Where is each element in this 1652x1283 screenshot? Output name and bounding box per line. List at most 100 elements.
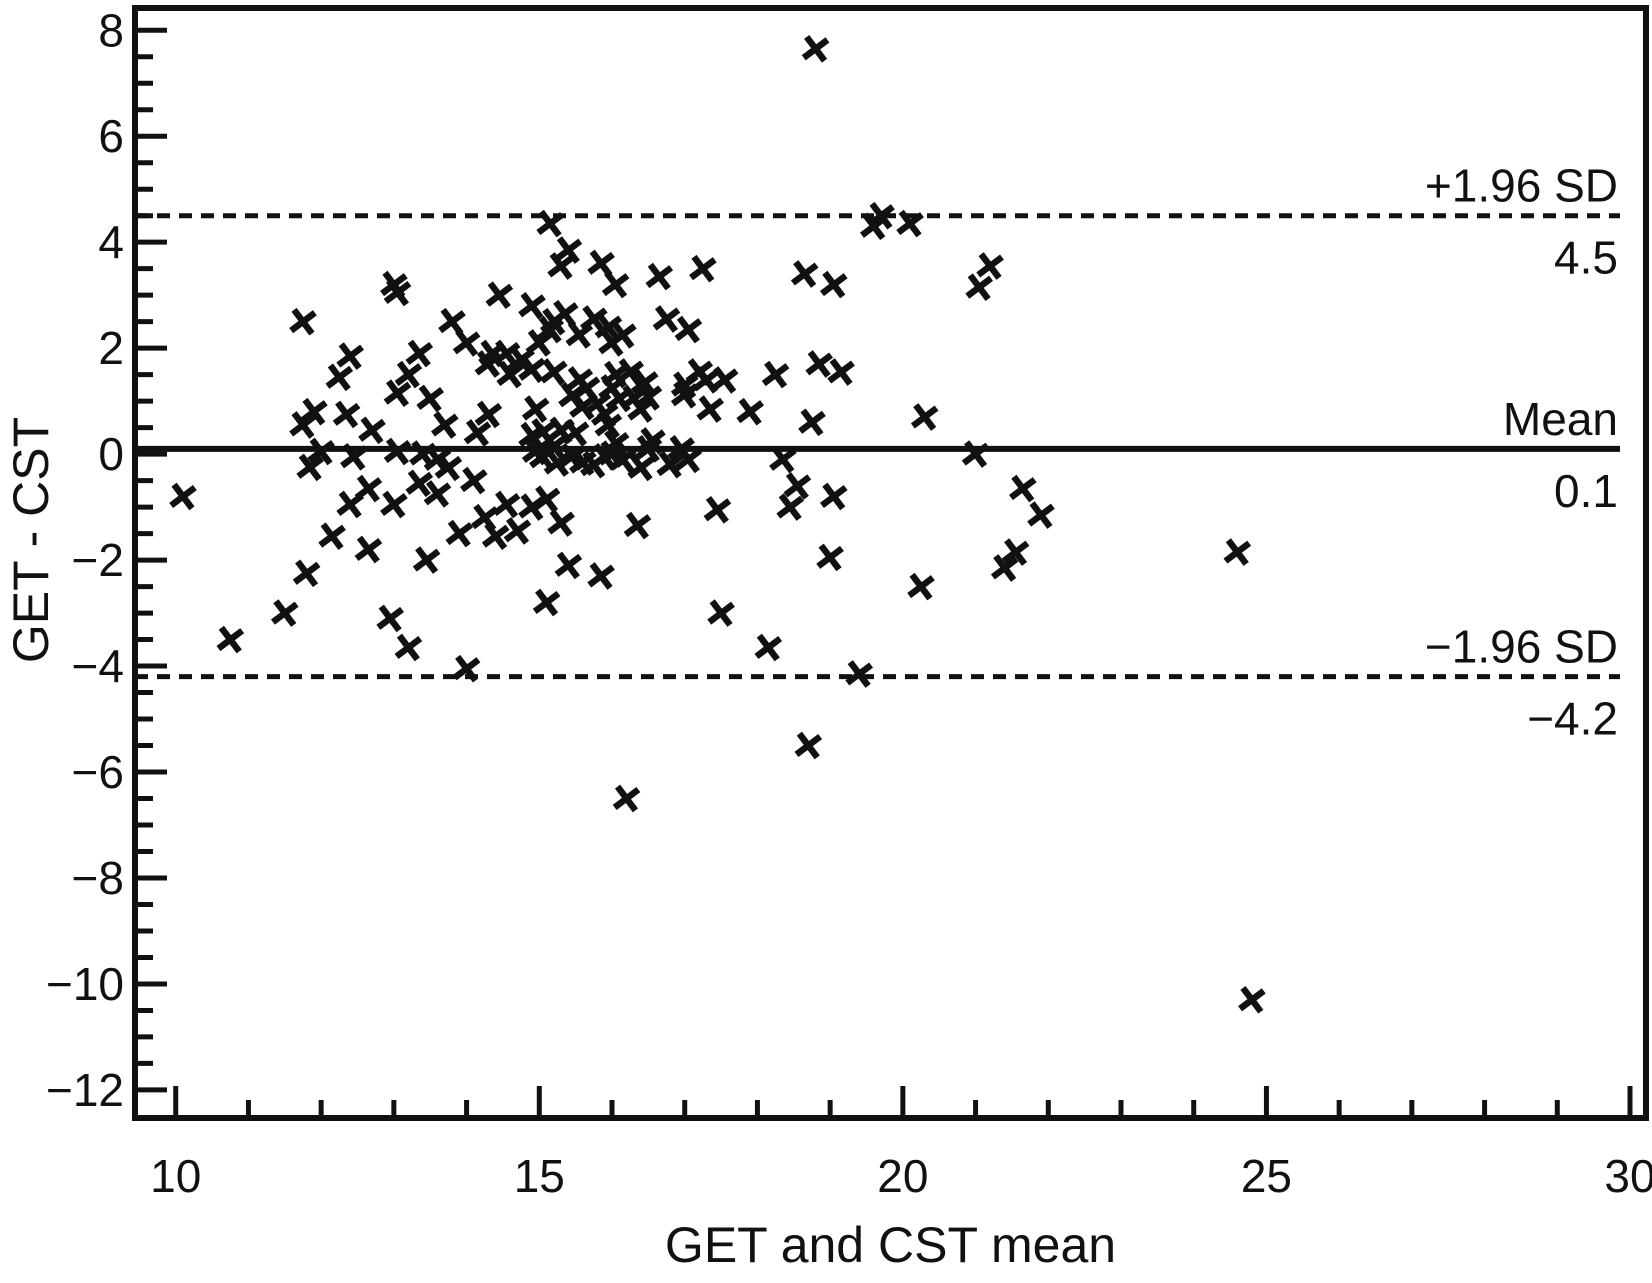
- scatter-point-marker: [609, 445, 637, 474]
- scatter-point-marker: [539, 432, 568, 461]
- scatter-point-marker: [336, 342, 365, 370]
- scatter-point-marker: [307, 437, 335, 466]
- scatter-point-marker: [776, 493, 805, 521]
- x-tick-label: 15: [514, 1150, 565, 1202]
- scatter-point-marker: [627, 395, 655, 423]
- scatter-point-marker: [612, 784, 641, 813]
- x-tick-label: 10: [150, 1150, 201, 1202]
- scatter-point-marker: [518, 355, 546, 384]
- scatter-point-marker: [340, 442, 368, 471]
- reference-lines: +1.96 SD 4.5 Mean 0.1 −1.96 SD −4.2: [135, 160, 1620, 745]
- scatter-point-marker: [296, 453, 325, 482]
- scatter-point-marker: [452, 329, 481, 357]
- upper-loa-value-label: 4.5: [1554, 232, 1618, 284]
- scatter-point-marker: [536, 209, 565, 238]
- y-tick-label: 2: [98, 322, 124, 374]
- y-tick-label: 0: [98, 428, 124, 480]
- scatter-point-marker: [707, 599, 735, 627]
- scatter-point-marker: [405, 339, 434, 368]
- lower-loa-value-label: −4.2: [1527, 693, 1618, 745]
- y-tick-label: −4: [72, 640, 124, 692]
- scatter-point-marker: [474, 400, 503, 429]
- scatter-point-marker: [503, 517, 532, 545]
- scatter-point-marker: [990, 554, 1019, 582]
- scatter-point-marker: [674, 315, 703, 344]
- scatter-point-marker: [318, 522, 346, 551]
- y-tick-label: −6: [72, 746, 124, 798]
- scatter-point-marker: [594, 411, 623, 439]
- scatter-point-marker: [579, 305, 608, 333]
- scatter-point-marker: [463, 419, 492, 447]
- scatter-point-marker: [867, 201, 895, 230]
- scatter-point-marker: [532, 588, 561, 617]
- scatter-point-marker: [430, 411, 459, 439]
- scatter-point-marker: [816, 543, 844, 572]
- scatter-point-marker: [550, 299, 579, 328]
- scatter-point-marker: [819, 270, 848, 299]
- scatter-point-marker: [794, 731, 823, 760]
- scatter-point-marker: [976, 252, 1004, 280]
- x-tick-label: 25: [1241, 1150, 1292, 1202]
- scatter-point-marker: [896, 209, 924, 238]
- scatter-point-marker: [561, 419, 590, 447]
- scatter-point-marker: [645, 262, 674, 291]
- scatter-point-marker: [623, 511, 652, 540]
- y-tick-label: −8: [72, 852, 124, 904]
- x-axis-title: GET and CST mean: [665, 1217, 1116, 1273]
- scatter-point-marker: [790, 260, 819, 288]
- scatter-points: [169, 34, 1266, 1014]
- scatter-point-marker: [656, 450, 685, 479]
- scatter-point-marker: [289, 411, 317, 439]
- scatter-point-marker: [601, 429, 630, 458]
- scatter-point-marker: [616, 358, 645, 386]
- scatter-point-marker: [485, 281, 514, 310]
- y-tick-label: −2: [72, 534, 124, 586]
- scatter-point-marker: [965, 273, 994, 302]
- scatter-point-marker: [325, 363, 354, 392]
- scatter-point-marker: [652, 305, 681, 333]
- y-tick-label: −12: [46, 1064, 124, 1116]
- scatter-point-marker: [380, 490, 408, 519]
- scatter-point-marker: [405, 469, 434, 498]
- scatter-point-marker: [270, 599, 299, 627]
- scatter-point-marker: [300, 397, 328, 426]
- y-tick-label: 8: [98, 4, 124, 56]
- scatter-point-marker: [518, 291, 546, 320]
- scatter-point-marker: [674, 445, 703, 474]
- scatter-point-marker: [630, 368, 659, 397]
- scatter-point-marker: [783, 472, 812, 500]
- mean-label: Mean: [1503, 393, 1618, 445]
- scatter-point-marker: [416, 384, 445, 413]
- scatter-point-marker: [481, 522, 510, 551]
- scatter-point-marker: [423, 480, 452, 508]
- scatter-point-marker: [354, 535, 383, 564]
- scatter-point-marker: [634, 383, 663, 411]
- y-tick-label: −10: [46, 958, 124, 1010]
- scatter-point-marker: [445, 519, 474, 548]
- scatter-point-marker: [565, 321, 594, 349]
- y-axis: 8 6 4 2 0 −2 −4 −6 −8 −10 −12: [46, 4, 167, 1116]
- scatter-point-marker: [292, 559, 321, 588]
- scatter-point-marker: [627, 453, 655, 482]
- scatter-point-marker: [601, 270, 630, 299]
- x-tick-label: 30: [1604, 1150, 1652, 1202]
- lower-loa-label: −1.96 SD: [1425, 621, 1618, 673]
- scatter-point-marker: [383, 437, 412, 466]
- scatter-point-marker: [805, 350, 834, 378]
- scatter-point-marker: [547, 509, 575, 537]
- scatter-point-marker: [492, 490, 521, 519]
- scatter-point-marker: [532, 485, 561, 514]
- scatter-point-marker: [1008, 474, 1037, 503]
- scatter-point-marker: [438, 307, 466, 336]
- scatter-point-marker: [216, 625, 245, 654]
- scatter-point-marker: [689, 254, 717, 283]
- scatter-point-marker: [521, 395, 550, 423]
- scatter-point-marker: [383, 379, 412, 408]
- x-tick-label: 20: [877, 1150, 928, 1202]
- scatter-point-marker: [910, 403, 939, 431]
- mean-value-label: 0.1: [1554, 465, 1618, 517]
- scatter-point-marker: [554, 236, 583, 264]
- scatter-point-marker: [819, 482, 848, 511]
